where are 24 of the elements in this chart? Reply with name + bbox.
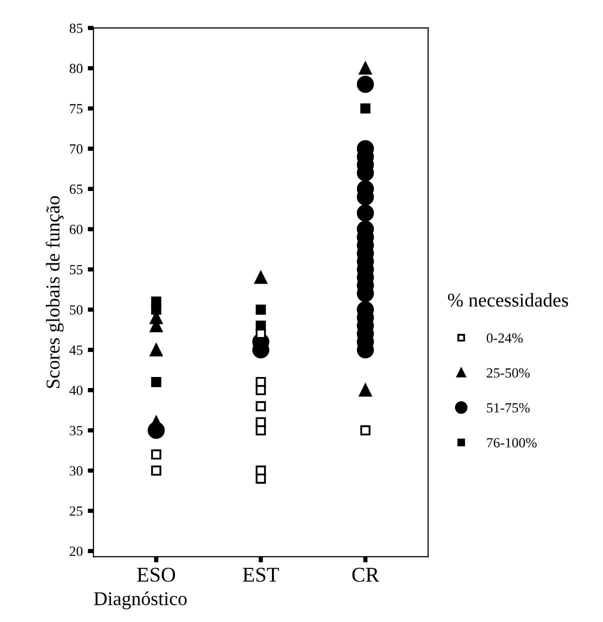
x-tick-label: CR bbox=[352, 568, 380, 582]
y-tick-label: 20 bbox=[70, 546, 83, 556]
legend-label: 0-24% bbox=[486, 333, 523, 343]
y-tick-label: 40 bbox=[69, 386, 83, 396]
legend-title: % necessidades bbox=[448, 293, 568, 307]
y-tick-label: 25 bbox=[70, 506, 83, 516]
y-tick-label: 45 bbox=[69, 346, 83, 355]
y-tick-label: 30 bbox=[70, 466, 83, 476]
x-axis-title: Diagnóstico bbox=[94, 592, 187, 610]
y-tick-label: 50 bbox=[70, 305, 83, 315]
y-tick-label: 65 bbox=[70, 184, 83, 194]
y-tick-label: 70 bbox=[70, 144, 83, 154]
legend-label: 25-50% bbox=[486, 368, 530, 378]
legend-label: 76-100% bbox=[487, 438, 537, 448]
y-tick-label: 80 bbox=[70, 64, 83, 74]
y-tick-label: 35 bbox=[70, 426, 83, 436]
y-tick-label: 85 bbox=[70, 24, 83, 33]
y-tick-label: 55 bbox=[70, 265, 83, 274]
x-tick-label: ESO bbox=[137, 568, 176, 582]
y-axis-title: Scores globais de função bbox=[46, 196, 64, 388]
x-tick-label: EST bbox=[242, 568, 279, 582]
y-tick-label: 60 bbox=[70, 224, 83, 234]
y-tick-label: 75 bbox=[70, 104, 83, 114]
legend-label: 51-75% bbox=[487, 403, 530, 413]
